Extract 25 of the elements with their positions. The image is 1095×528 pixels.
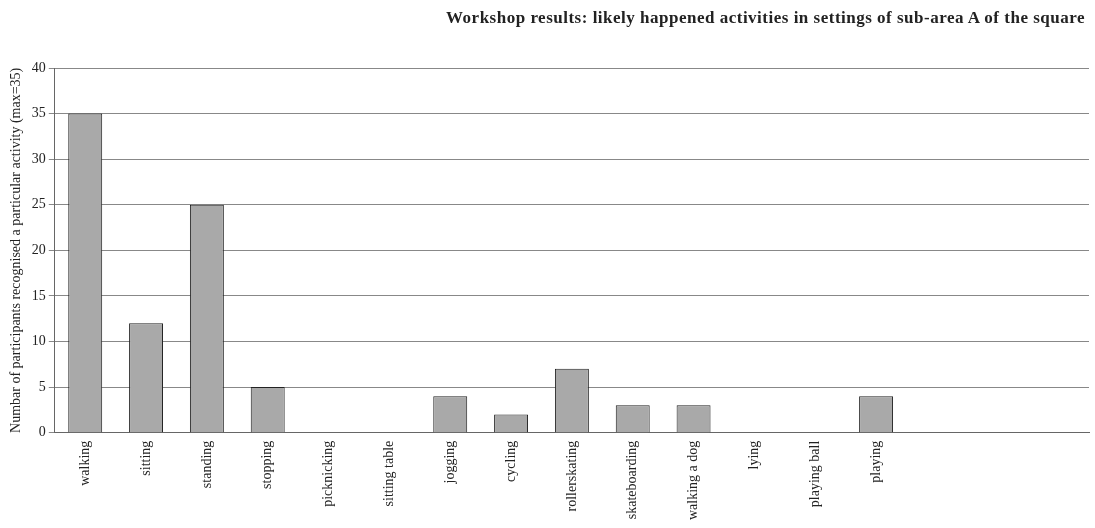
x-tick-label: walking (76, 440, 92, 486)
x-tick-label: playing (867, 440, 883, 483)
x-tick-label: jogging (441, 440, 457, 485)
y-tick-label: 5 (38, 378, 46, 394)
x-tick-label: sitting (137, 440, 153, 476)
x-tick-label: standing (198, 440, 214, 489)
x-tick-label: playing ball (806, 440, 822, 508)
y-tick-label: 15 (31, 287, 46, 303)
x-tick-label: stopping (259, 440, 275, 489)
x-tick-label: sitting table (381, 440, 397, 507)
x-tick-label: walking a dog (685, 440, 701, 521)
x-tick-label: skateboarding (624, 440, 640, 520)
y-tick-label: 25 (31, 196, 46, 212)
y-tick-label: 0 (38, 424, 46, 440)
y-tick-label: 10 (31, 333, 46, 349)
chart-title: Workshop results: likely happened activities in settings of sub-area A of the square (446, 8, 1085, 28)
y-tick-label: 35 (31, 105, 46, 121)
y-tick-label: 40 (31, 59, 46, 75)
x-tick-label: picknicking (320, 440, 336, 507)
y-tick-label: 20 (31, 242, 46, 258)
x-tick-label: cycling (502, 440, 518, 482)
y-axis-title: Numbar of participants recognised a particular activity (max=35) (8, 67, 25, 433)
y-tick-label: 30 (31, 150, 46, 166)
x-tick-label: lying (746, 440, 762, 470)
x-tick-label: rollerskating (563, 440, 579, 512)
